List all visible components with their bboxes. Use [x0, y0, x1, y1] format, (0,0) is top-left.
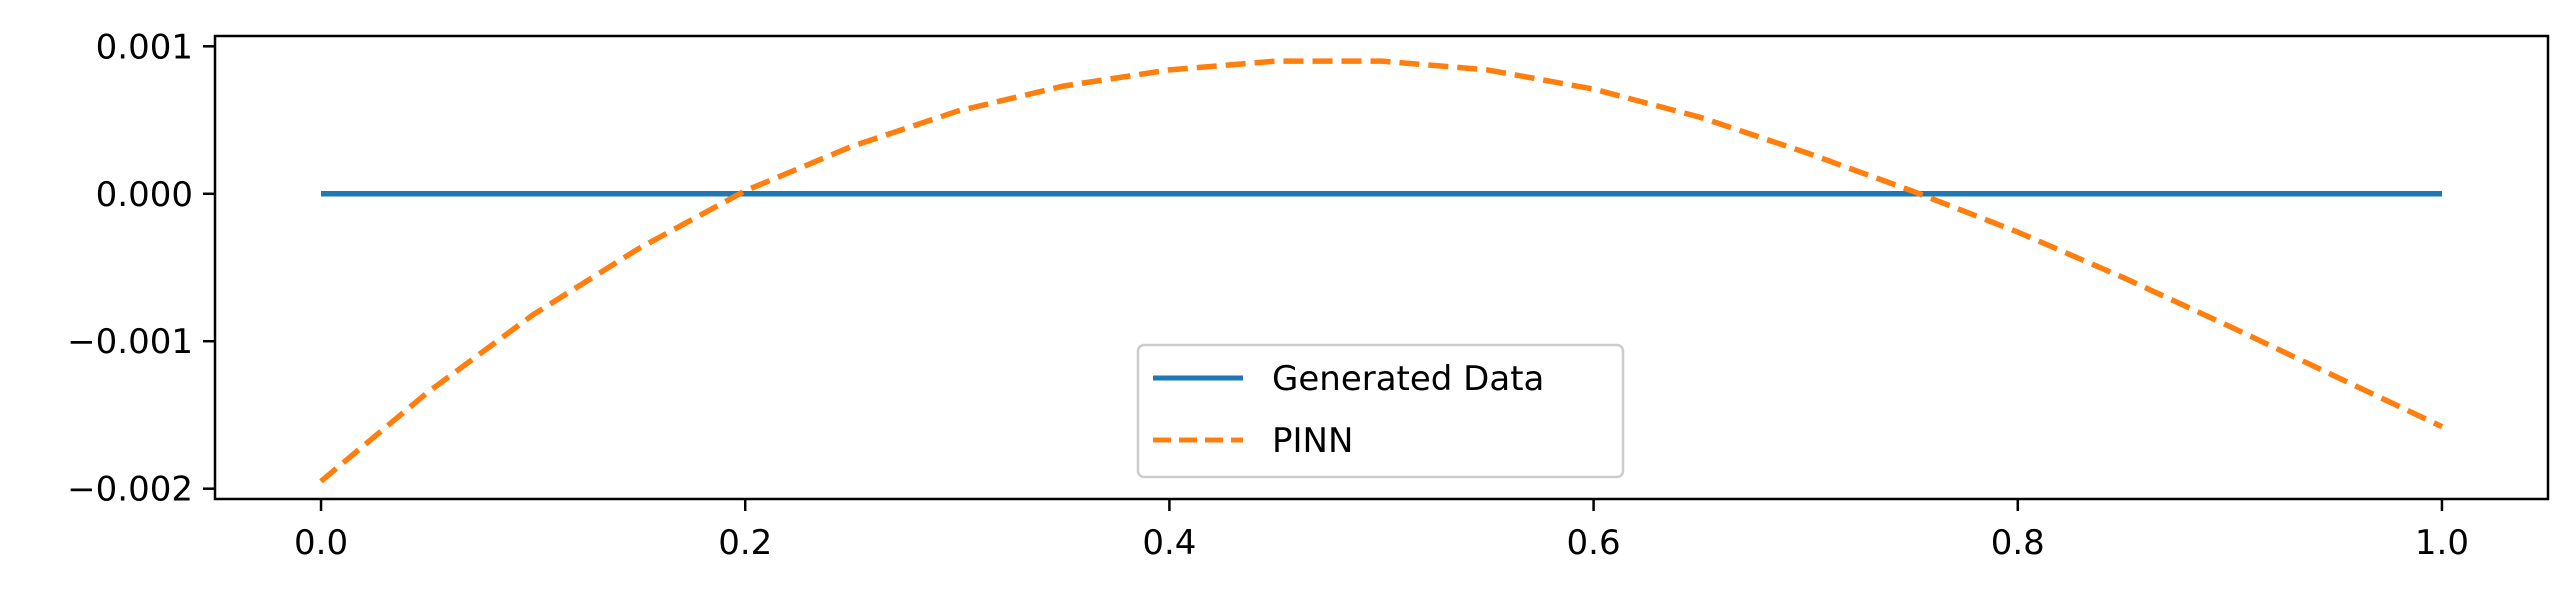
x-tick-label: 0.8 [1991, 523, 2045, 563]
x-tick-label: 0.2 [718, 523, 772, 563]
x-tick-label: 0.6 [1567, 523, 1621, 563]
y-tick-label: −0.002 [67, 470, 193, 510]
y-tick-label: −0.001 [67, 322, 193, 362]
x-axis: 0.0 0.2 0.4 0.6 0.8 1.0 [294, 499, 2469, 563]
x-tick-label: 0.4 [1142, 523, 1196, 563]
legend-label-pinn: PINN [1272, 421, 1353, 461]
x-tick-label: 0.0 [294, 523, 348, 563]
legend: Generated Data PINN [1136, 343, 1625, 479]
y-axis: 0.001 0.000 −0.001 −0.002 [67, 27, 215, 510]
x-tick-label: 1.0 [2415, 523, 2469, 563]
series-layer [319, 58, 2444, 484]
legend-box [1136, 343, 1625, 479]
y-tick-label: 0.001 [96, 27, 193, 67]
legend-label-generated-data: Generated Data [1272, 359, 1544, 399]
series-line-pinn [319, 58, 2444, 484]
plot-frame [213, 34, 2550, 501]
y-tick-label: 0.000 [96, 175, 193, 215]
